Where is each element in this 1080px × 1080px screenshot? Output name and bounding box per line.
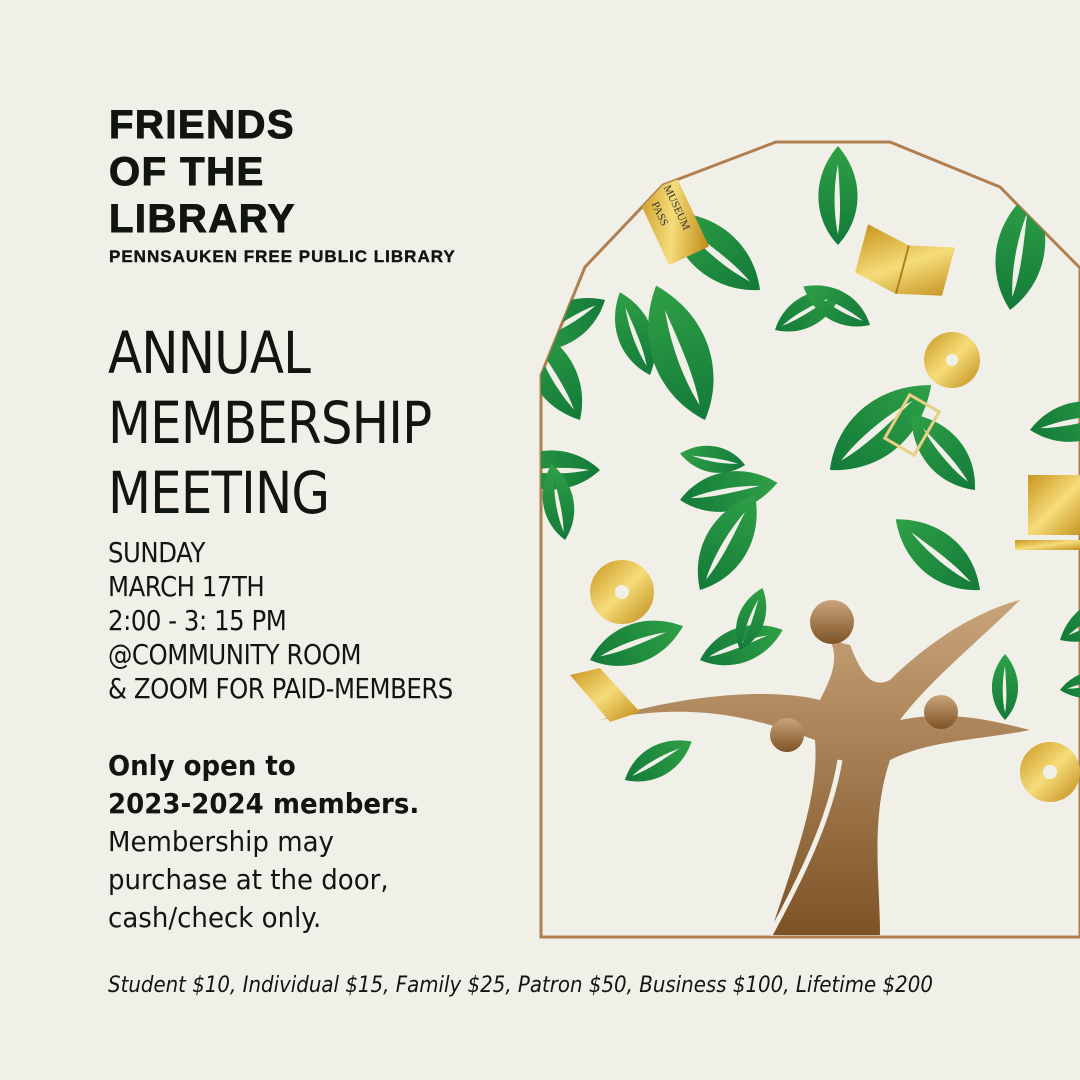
gold-icons: MUSEUM PASS — [570, 173, 1080, 802]
leaf-shape — [818, 146, 858, 245]
event-location: @COMMUNITY ROOM — [108, 638, 362, 671]
cd-icon — [1020, 742, 1080, 802]
leaf-shape — [881, 502, 994, 607]
open-book-icon — [855, 224, 955, 296]
title-line: MEETING — [108, 459, 330, 527]
notice-bold-line: Only open to — [108, 749, 296, 782]
library-name: PENNSAUKEN FREE PUBLIC LIBRARY — [109, 247, 456, 266]
notice-line: purchase at the door, — [108, 863, 389, 896]
notice-line: cash/check only. — [108, 901, 322, 934]
leaf-shape — [1057, 665, 1080, 703]
notice-line: Membership may — [108, 825, 334, 858]
org-line: OF THE — [109, 150, 265, 195]
leaf-shape — [1051, 580, 1080, 656]
membership-notice: Only open to 2023-2024 members. Membersh… — [108, 747, 419, 937]
leaf-shape — [1026, 393, 1080, 450]
org-line: FRIENDS — [109, 103, 296, 148]
membership-prices: Student $10, Individual $15, Family $25,… — [108, 973, 933, 998]
event-details: SUNDAY MARCH 17TH 2:00 - 3: 15 PM @COMMU… — [108, 536, 453, 706]
tree-trunk — [600, 600, 1030, 937]
org-line: LIBRARY — [109, 197, 296, 242]
event-date: MARCH 17TH — [108, 570, 265, 603]
cd-icon — [924, 332, 980, 388]
tablet-icon — [882, 392, 942, 458]
leaf-shape — [991, 654, 1019, 720]
notice-bold-line: 2023-2024 members. — [108, 787, 420, 820]
laptop-icon — [1015, 475, 1080, 550]
museum-pass-ticket-icon: MUSEUM PASS — [635, 173, 709, 266]
title-line: MEMBERSHIP — [108, 389, 432, 457]
leaf-shape — [617, 728, 700, 794]
organization-title: FRIENDS OF THE LIBRARY — [109, 102, 296, 243]
event-time: 2:00 - 3: 15 PM — [108, 604, 287, 637]
event-day: SUNDAY — [108, 536, 205, 569]
cd-icon — [590, 560, 654, 624]
book-icon — [570, 668, 640, 722]
event-zoom: & ZOOM FOR PAID-MEMBERS — [108, 672, 453, 705]
title-line: ANNUAL — [108, 319, 311, 387]
event-title: ANNUAL MEMBERSHIP MEETING — [108, 318, 432, 528]
